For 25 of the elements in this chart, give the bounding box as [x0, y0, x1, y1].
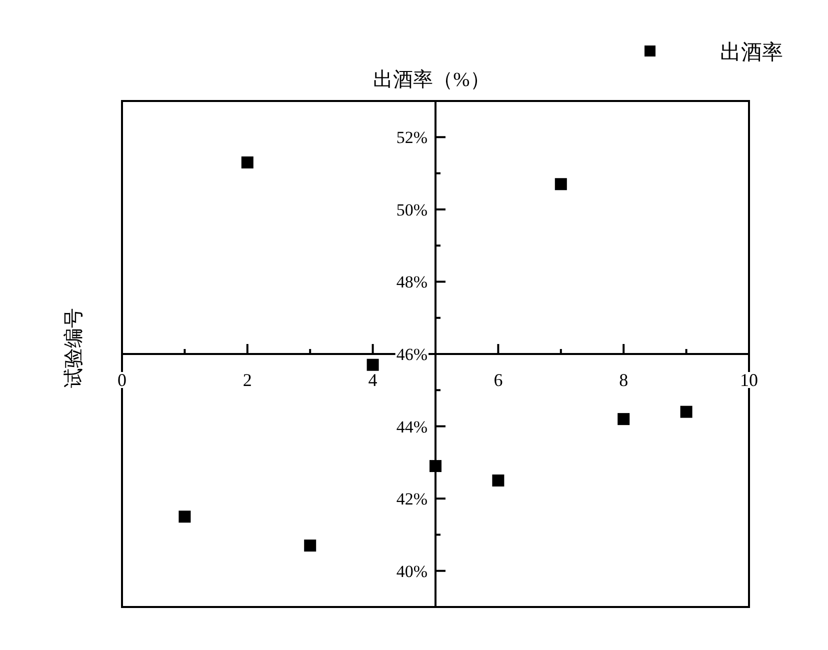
point	[430, 460, 442, 472]
x-tick-label: 4	[368, 370, 378, 390]
x-tick-label: 6	[494, 370, 503, 390]
x-tick-label: 2	[242, 370, 252, 390]
x-tick-label: 10	[740, 370, 758, 390]
y-tick-label: 42%	[396, 490, 428, 509]
y-tick-label: 48%	[396, 272, 428, 292]
x-tick-label: 8	[619, 370, 628, 390]
point	[680, 406, 692, 418]
y-tick-label: 46%	[396, 345, 428, 364]
point	[241, 156, 254, 168]
point	[618, 413, 630, 426]
point	[492, 474, 504, 486]
y-tick-label: 52%	[396, 128, 428, 148]
y-axis-title: 试验编号	[63, 308, 85, 388]
y-tick-label: 40%	[396, 562, 428, 581]
point	[304, 540, 316, 552]
point	[366, 358, 379, 371]
y-tick-label: 44%	[396, 417, 428, 436]
point	[178, 510, 191, 523]
y-tick-label: 50%	[396, 200, 428, 220]
legend-item: 出酒率	[644, 40, 783, 64]
chart-title: 出酒率（%）	[373, 69, 490, 91]
x-tick-label: 0	[118, 370, 126, 390]
point	[554, 178, 567, 190]
